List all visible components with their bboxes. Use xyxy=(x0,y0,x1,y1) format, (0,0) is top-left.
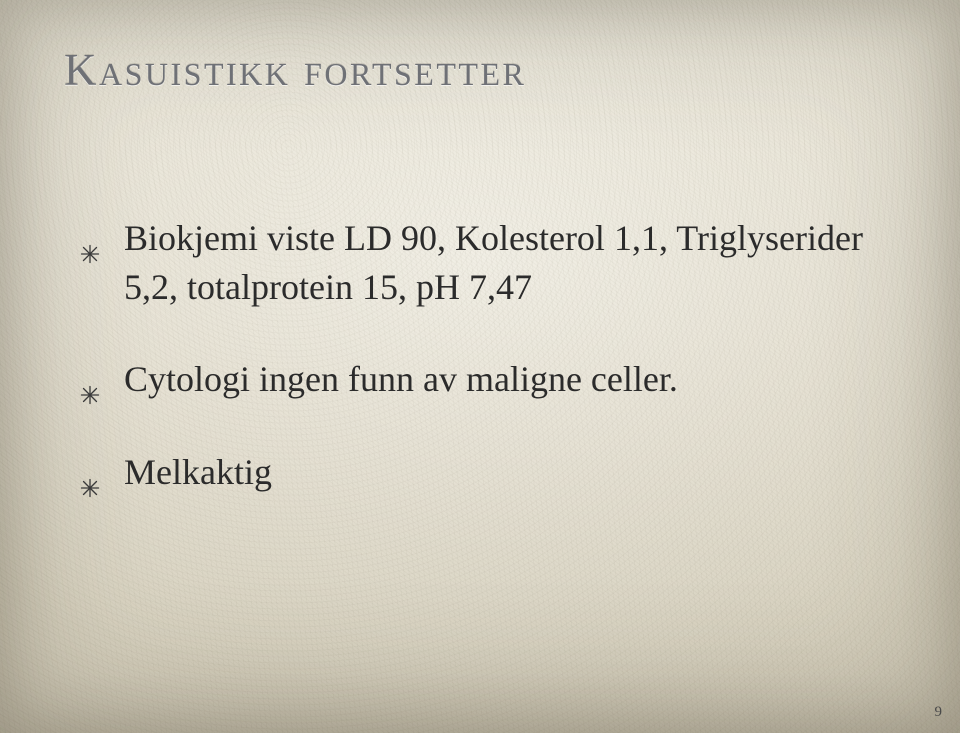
bullet-asterisk-icon xyxy=(80,369,100,389)
slide: Kasuistikk fortsetter Biokjemi viste LD … xyxy=(0,0,960,733)
list-item: Cytologi ingen funn av maligne celler. xyxy=(80,355,898,404)
list-item: Melkaktig xyxy=(80,448,898,497)
bullet-text: Melkaktig xyxy=(124,448,898,497)
bullet-list: Biokjemi viste LD 90, Kolesterol 1,1, Tr… xyxy=(80,214,898,496)
bullet-text: Cytologi ingen funn av maligne celler. xyxy=(124,355,898,404)
page-number: 9 xyxy=(935,704,943,721)
list-item: Biokjemi viste LD 90, Kolesterol 1,1, Tr… xyxy=(80,214,898,311)
slide-title: Kasuistikk fortsetter xyxy=(64,44,898,96)
bullet-asterisk-icon xyxy=(80,462,100,482)
bullet-text: Biokjemi viste LD 90, Kolesterol 1,1, Tr… xyxy=(124,214,898,311)
bullet-asterisk-icon xyxy=(80,228,100,248)
